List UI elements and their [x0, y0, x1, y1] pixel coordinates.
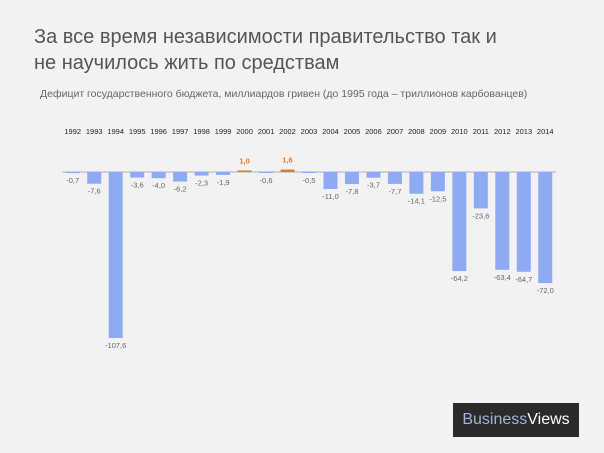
- data-label: -64,2: [451, 274, 468, 283]
- data-label: -4,0: [152, 181, 165, 190]
- logo: BusinessViews: [453, 403, 579, 437]
- x-tick-label: 2002: [279, 127, 296, 136]
- bar: [366, 172, 381, 178]
- x-tick-label: 1992: [64, 127, 81, 136]
- data-label: -1,9: [217, 178, 230, 187]
- bar: [495, 172, 510, 270]
- data-label: -6,2: [174, 185, 187, 194]
- chart-title: За все время независимости правительство…: [34, 26, 497, 74]
- x-tick-label: 2013: [515, 127, 532, 136]
- x-tick-label: 2011: [473, 127, 489, 136]
- x-tick-label: 2003: [301, 127, 318, 136]
- data-label: -7,6: [88, 187, 101, 196]
- x-tick-label: 2009: [430, 127, 447, 136]
- x-tick-label: 1998: [193, 127, 210, 136]
- data-label: -64,7: [515, 275, 532, 284]
- data-label: -7,8: [345, 187, 358, 196]
- x-tick-label: 1997: [172, 127, 189, 136]
- x-tick-label: 1993: [86, 127, 103, 136]
- data-label: -72,0: [537, 286, 554, 295]
- data-label: -3,6: [131, 181, 144, 190]
- bar: [516, 172, 531, 272]
- bar: [323, 172, 338, 189]
- data-label: -14,1: [408, 197, 425, 206]
- data-label: -2,3: [195, 179, 208, 188]
- x-tick-label: 2014: [537, 127, 554, 136]
- bar: [87, 172, 102, 184]
- bar: [387, 172, 402, 184]
- bar: [151, 172, 166, 179]
- data-label: 1,0: [239, 156, 249, 165]
- data-label: -11,0: [322, 192, 339, 201]
- bar: [65, 172, 80, 174]
- bar: [108, 172, 123, 338]
- chart-subtitle: Дефицит государственного бюджета, миллиа…: [40, 88, 528, 100]
- bar: [344, 172, 359, 185]
- data-label: -7,7: [388, 187, 401, 196]
- bar: [173, 172, 188, 182]
- data-label: -12,5: [429, 194, 446, 203]
- x-tick-label: 1996: [150, 127, 167, 136]
- bar: [430, 172, 445, 192]
- x-tick-label: 2010: [451, 127, 468, 136]
- x-tick-label: 1995: [129, 127, 146, 136]
- x-tick-label: 2008: [408, 127, 425, 136]
- bar: [237, 170, 252, 172]
- data-label: 1,6: [282, 156, 292, 165]
- x-tick-label: 2012: [494, 127, 511, 136]
- bar: [409, 172, 424, 194]
- data-label: -23,6: [472, 211, 489, 220]
- data-label: -0,7: [66, 176, 79, 185]
- bar: [259, 172, 274, 173]
- bar: [538, 172, 553, 284]
- logo-text: Views: [527, 411, 570, 428]
- x-tick-label: 2000: [236, 127, 253, 136]
- bar: [302, 172, 316, 173]
- x-tick-label: 1999: [215, 127, 232, 136]
- data-label: -107,6: [105, 341, 126, 350]
- bar: [194, 172, 209, 176]
- x-tick-label: 1994: [107, 127, 124, 136]
- x-tick-label: 2007: [387, 127, 404, 136]
- data-label: -3,7: [367, 181, 380, 190]
- x-tick-label: 2004: [322, 127, 339, 136]
- data-label: -63,4: [494, 273, 511, 282]
- logo-text: Business: [462, 411, 528, 428]
- bar: [130, 172, 145, 178]
- bar: [473, 172, 488, 209]
- x-tick-label: 2006: [365, 127, 382, 136]
- bar: [452, 172, 467, 272]
- data-label: -0,6: [260, 176, 273, 185]
- bar: [280, 169, 295, 172]
- x-tick-label: 2001: [258, 127, 275, 136]
- data-label: -0,5: [303, 176, 316, 185]
- x-tick-label: 2005: [344, 127, 361, 136]
- bar: [216, 172, 231, 175]
